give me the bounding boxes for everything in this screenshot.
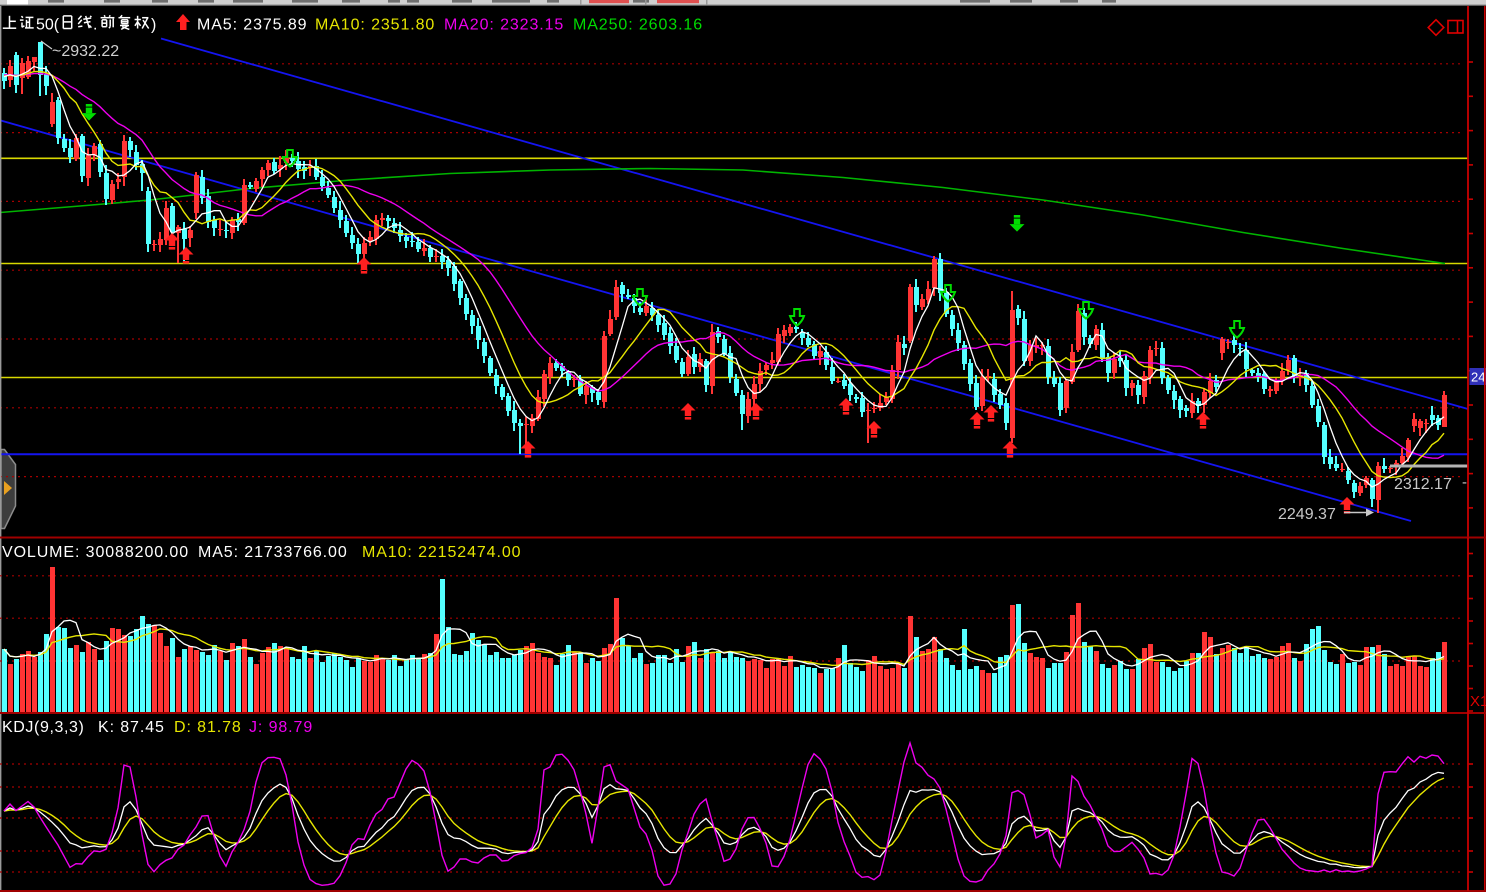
svg-text:MA5: 21733766.00: MA5: 21733766.00 bbox=[198, 544, 348, 561]
svg-text:MA250: 2603.16: MA250: 2603.16 bbox=[573, 17, 703, 34]
svg-text:MA10: 22152474.00: MA10: 22152474.00 bbox=[362, 544, 521, 561]
svg-text:X1: X1 bbox=[1470, 693, 1486, 710]
svg-text:-: - bbox=[1462, 474, 1467, 491]
svg-text:): ) bbox=[151, 17, 156, 34]
svg-text:~2932.22: ~2932.22 bbox=[52, 43, 119, 60]
svg-text:D: 81.78: D: 81.78 bbox=[174, 719, 242, 736]
svg-text:.: . bbox=[93, 17, 97, 34]
svg-text:2312.17: 2312.17 bbox=[1394, 476, 1452, 493]
svg-text:2249.37: 2249.37 bbox=[1278, 506, 1336, 523]
svg-text:24: 24 bbox=[1471, 370, 1485, 385]
svg-text:MA5: 2375.89: MA5: 2375.89 bbox=[197, 17, 307, 34]
svg-text:VOLUME: 30088200.00: VOLUME: 30088200.00 bbox=[2, 544, 189, 561]
svg-text:K: 87.45: K: 87.45 bbox=[98, 719, 165, 736]
svg-text:J: 98.79: J: 98.79 bbox=[249, 719, 313, 736]
svg-text:KDJ(9,3,3): KDJ(9,3,3) bbox=[2, 719, 84, 736]
svg-text:MA10: 2351.80: MA10: 2351.80 bbox=[315, 17, 435, 34]
svg-text:50(: 50( bbox=[36, 17, 60, 34]
svg-text:MA20: 2323.15: MA20: 2323.15 bbox=[444, 17, 564, 34]
